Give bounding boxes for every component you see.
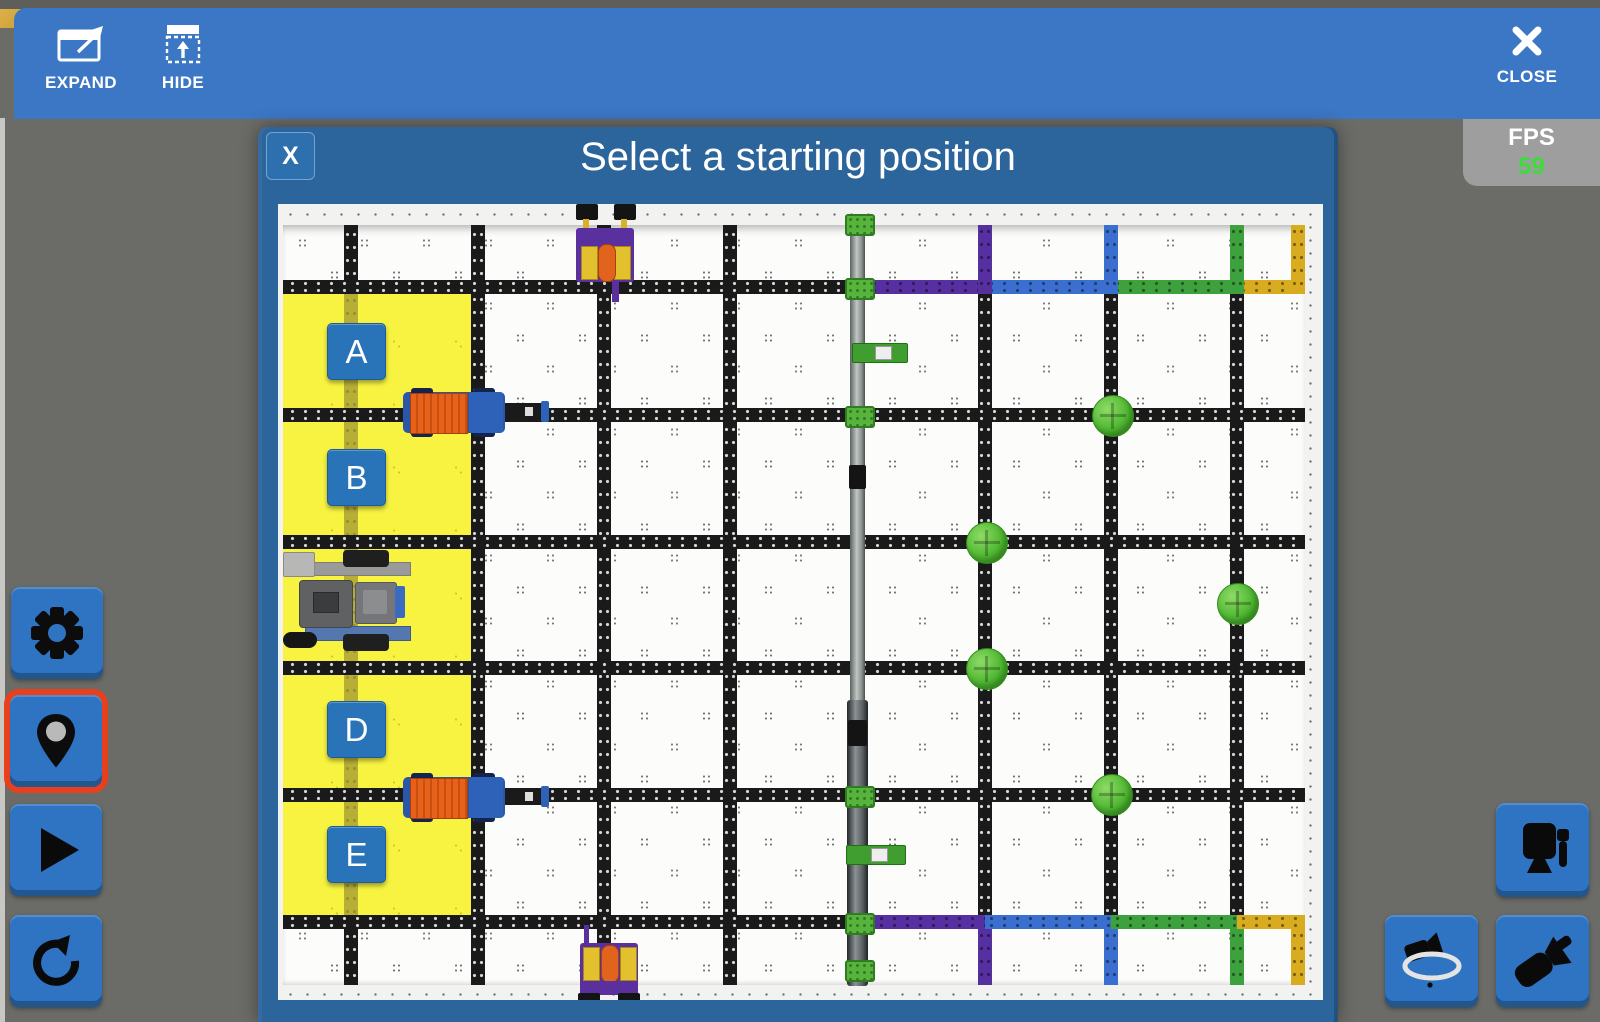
wall-black-segment (848, 720, 867, 746)
expand-label: EXPAND (45, 73, 117, 92)
colored-beam-gold (1237, 915, 1305, 929)
colored-beam-gold (1237, 280, 1305, 294)
colored-beam-purple (875, 915, 985, 929)
wall-sensor (846, 845, 906, 865)
hide-label: HIDE (161, 73, 205, 92)
driver-view-button[interactable] (1496, 803, 1589, 897)
orange-robot-upper (403, 388, 549, 437)
colored-beam-green (1111, 280, 1237, 294)
wall-clip (845, 406, 875, 428)
top-toolbar: EXPAND HIDE CLOSE (14, 8, 1600, 119)
close-button[interactable]: CLOSE (1482, 24, 1572, 87)
position-button-e[interactable]: E (327, 826, 386, 883)
wall-clip (845, 278, 875, 300)
purple-dispenser-robot-top (574, 204, 638, 302)
play-button[interactable] (10, 804, 102, 896)
orbit-camera-button[interactable] (1385, 915, 1478, 1007)
hide-window-icon (160, 24, 206, 64)
dialog-title: Select a starting position (580, 135, 1016, 179)
position-button-d[interactable]: D (327, 701, 386, 758)
green-ball (1217, 583, 1259, 625)
close-label: CLOSE (1496, 67, 1558, 86)
free-camera-button[interactable] (1496, 915, 1589, 1007)
field-beam (283, 661, 1305, 675)
field-beam (1104, 225, 1118, 985)
wall-clip (845, 214, 875, 236)
colored-beam-blue (1104, 225, 1118, 294)
wall-clip (845, 786, 875, 808)
wall-black-segment (849, 465, 866, 489)
fps-value: 59 (1518, 152, 1545, 180)
colored-beam-green (1230, 929, 1244, 985)
wall-clip (845, 960, 875, 982)
fps-badge: FPS 59 (1463, 119, 1600, 186)
field-beam (978, 225, 992, 985)
fps-label: FPS (1508, 123, 1555, 151)
field-beam (723, 225, 737, 985)
field-beam (283, 535, 1305, 549)
reset-icon (28, 933, 84, 989)
backdrop-left-strip (0, 118, 5, 1022)
colored-beam-green (1111, 915, 1237, 929)
colored-beam-blue (985, 280, 1111, 294)
position-button-a[interactable]: A (327, 323, 386, 380)
wall-clip (845, 913, 875, 935)
green-ball (1091, 774, 1133, 816)
play-icon (29, 823, 83, 877)
player-robot (283, 550, 417, 651)
screen-joystick-icon (1514, 821, 1572, 879)
colored-beam-purple (868, 280, 985, 294)
settings-button[interactable] (11, 587, 103, 679)
green-ball (1092, 395, 1134, 437)
green-ball (966, 522, 1008, 564)
starting-position-dialog: X Select a starting position (258, 127, 1338, 1022)
position-button-b[interactable]: B (327, 449, 386, 506)
field-beam (471, 225, 485, 985)
starting-position-button[interactable] (10, 695, 102, 787)
colored-beam-gold (1291, 929, 1305, 985)
field-beam (597, 225, 611, 985)
purple-dispenser-robot-bottom (578, 925, 642, 1000)
orbit-camera-icon (1399, 931, 1465, 991)
location-pin-icon (34, 712, 78, 770)
gear-icon (29, 605, 85, 661)
dialog-close-button[interactable]: X (266, 132, 315, 180)
colored-beam-gold (1291, 225, 1305, 294)
expand-button[interactable]: EXPAND (36, 24, 126, 93)
colored-beam-blue (1104, 929, 1118, 985)
orange-robot-lower (403, 773, 549, 822)
field-canvas: A B D E (278, 204, 1323, 1000)
backdrop-top-strip (0, 0, 1600, 9)
close-x-icon (1510, 24, 1544, 58)
expand-window-icon (57, 24, 105, 64)
tilt-camera-icon (1512, 931, 1574, 991)
wall-sensor (852, 343, 908, 363)
colored-beam-green (1230, 225, 1244, 294)
colored-beam-purple (978, 225, 992, 294)
reset-button[interactable] (10, 915, 102, 1007)
hide-button[interactable]: HIDE (152, 24, 214, 93)
green-ball (966, 648, 1008, 690)
colored-beam-purple (978, 929, 992, 985)
colored-beam-blue (985, 915, 1111, 929)
